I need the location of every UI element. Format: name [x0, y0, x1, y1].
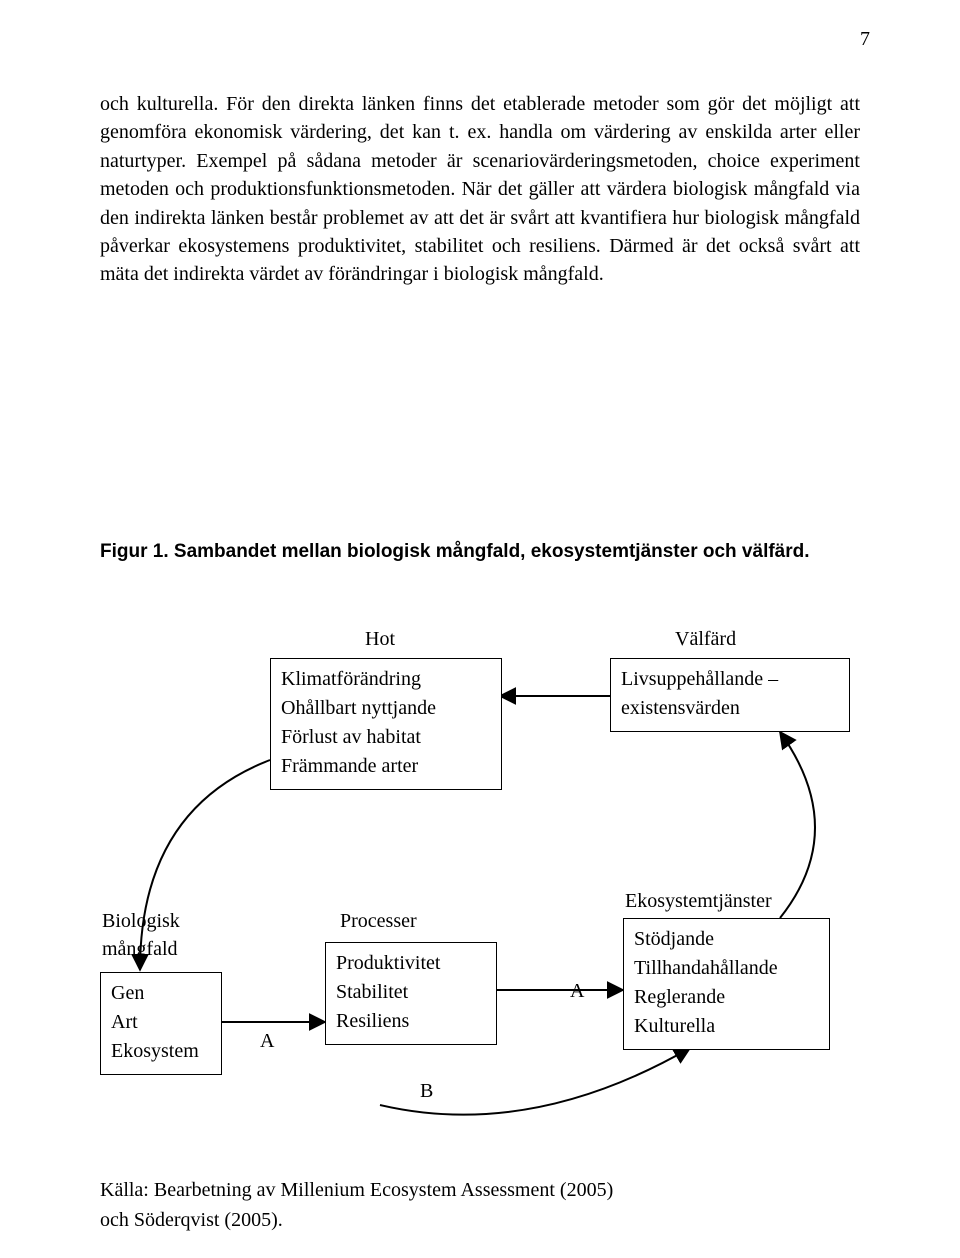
- body-paragraph: och kulturella. För den direkta länken f…: [100, 90, 860, 289]
- valfard-line-0: Livsuppehållande –: [621, 665, 839, 694]
- biologisk-line-0: Gen: [111, 979, 211, 1008]
- node-title-valfard: Välfärd: [675, 628, 736, 651]
- node-box-processer: Produktivitet Stabilitet Resiliens: [325, 942, 497, 1045]
- figure-source: Källa: Bearbetning av Millenium Ecosyste…: [100, 1175, 860, 1235]
- node-box-biologisk: Gen Art Ekosystem: [100, 972, 222, 1075]
- processer-line-0: Produktivitet: [336, 949, 486, 978]
- ekotjanst-line-3: Kulturella: [634, 1012, 819, 1041]
- biologisk-line-2: Ekosystem: [111, 1037, 211, 1066]
- figure-diagram: Hot Klimatförändring Ohållbart nyttjande…: [80, 610, 880, 1170]
- processer-line-2: Resiliens: [336, 1007, 486, 1036]
- node-box-valfard: Livsuppehållande – existensvärden: [610, 658, 850, 732]
- edge-label-a2: A: [570, 980, 584, 1003]
- source-line-1: Källa: Bearbetning av Millenium Ecosyste…: [100, 1179, 613, 1201]
- hot-line-3: Främmande arter: [281, 752, 491, 781]
- source-line-2: och Söderqvist (2005).: [100, 1209, 283, 1231]
- ekotjanst-line-1: Tillhandahållande: [634, 954, 819, 983]
- page-number: 7: [860, 28, 870, 51]
- hot-line-0: Klimatförändring: [281, 665, 491, 694]
- ekotjanst-line-0: Stödjande: [634, 925, 819, 954]
- processer-line-1: Stabilitet: [336, 978, 486, 1007]
- node-box-hot: Klimatförändring Ohållbart nyttjande För…: [270, 658, 502, 790]
- edge-label-a1: A: [260, 1030, 274, 1053]
- page: 7 och kulturella. För den direkta länken…: [0, 0, 960, 1258]
- edge-label-b: B: [420, 1080, 433, 1103]
- node-box-ekotjanst: Stödjande Tillhandahållande Reglerande K…: [623, 918, 830, 1050]
- hot-line-2: Förlust av habitat: [281, 723, 491, 752]
- figure-caption: Figur 1. Sambandet mellan biologisk mång…: [100, 540, 860, 565]
- node-title-ekotjanst: Ekosystemtjänster: [625, 890, 772, 913]
- node-title-processer: Processer: [340, 910, 417, 933]
- hot-line-1: Ohållbart nyttjande: [281, 694, 491, 723]
- node-title-hot: Hot: [365, 628, 395, 651]
- valfard-line-1: existensvärden: [621, 694, 839, 723]
- biologisk-line-1: Art: [111, 1008, 211, 1037]
- node-title-biologisk-2: mångfald: [102, 938, 178, 961]
- ekotjanst-line-2: Reglerande: [634, 983, 819, 1012]
- node-title-biologisk-1: Biologisk: [102, 910, 180, 933]
